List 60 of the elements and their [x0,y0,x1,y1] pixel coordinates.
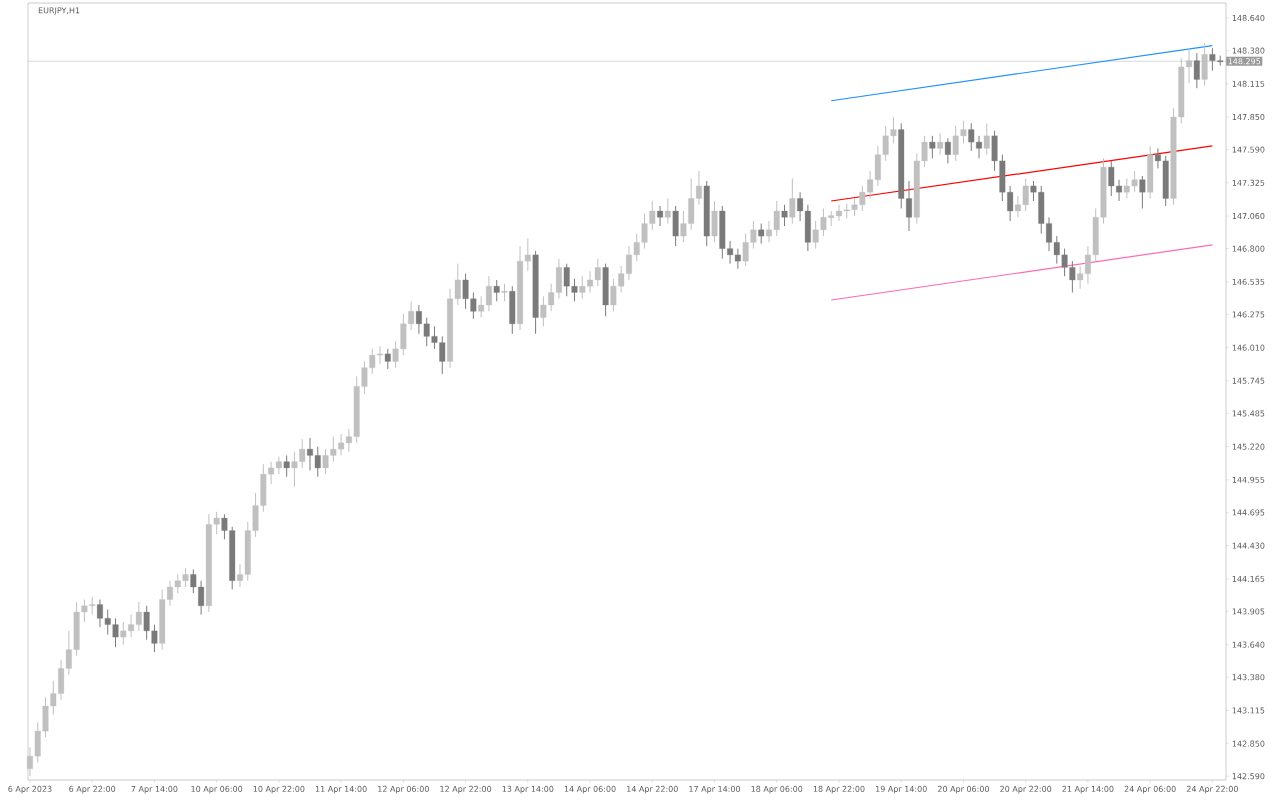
y-tick-label: 142.590 [1232,773,1265,780]
y-tick-label: 146.275 [1232,311,1265,318]
text: EURJPY,H1 [38,7,80,15]
candlestick [283,454,290,478]
candlestick [944,137,951,164]
x-tick-label: 20 Apr 06:00 [937,785,989,794]
x-tick-label: 24 Apr 22:00 [1186,785,1238,794]
x-tick-label: 19 Apr 14:00 [876,785,927,794]
x-tick-label: 12 Apr 22:00 [440,785,492,794]
candlestick [384,348,391,370]
y-tick-label: 146.010 [1232,344,1265,351]
y-tick-label: 143.640 [1232,641,1265,648]
y-tick-label: 142.850 [1232,740,1265,747]
candlestick [758,223,765,245]
x-tick-label: 10 Apr 22:00 [253,785,305,794]
x-tick-label: 17 Apr 14:00 [689,785,741,794]
y-tick-label: 148.115 [1232,80,1265,87]
y-tick-label: 145.485 [1232,410,1265,417]
candlestick [493,279,500,302]
x-tick-label: 6 Apr 22:00 [69,785,116,794]
y-tick-label: 148.640 [1232,15,1265,22]
x-tick-label: 21 Apr 14:00 [1062,785,1114,794]
candlestick [983,122,990,156]
y-tick-label: 146.535 [1232,278,1265,285]
candlestick [664,198,671,225]
candlestick [657,205,664,227]
ref-line-label: 148.295 [1228,58,1261,65]
x-tick-label: 14 Apr 06:00 [564,785,616,794]
y-tick-label: 146.800 [1232,245,1265,252]
y-tick-label: 145.745 [1232,377,1265,384]
x-tick-label: 24 Apr 06:00 [1124,785,1176,794]
candlestick [1139,175,1146,210]
y-tick-label: 144.695 [1232,509,1265,516]
candlestick [789,177,796,225]
x-tick-label: 13 Apr 14:00 [502,785,554,794]
y-tick-label: 144.165 [1232,575,1265,582]
x-tick-label: 6 Apr 2023 [8,785,52,794]
x-tick-label: 11 Apr 14:00 [315,785,367,794]
y-tick-label: 143.115 [1232,707,1265,714]
y-tick-label: 144.430 [1232,542,1265,549]
x-tick-label: 7 Apr 14:00 [131,785,178,794]
x-tick-label: 14 Apr 22:00 [627,785,678,794]
x-tick-label: 12 Apr 06:00 [378,785,429,794]
candlestick [929,135,936,159]
y-tick-label: 144.955 [1232,476,1265,483]
x-tick-label: 20 Apr 22:00 [1000,785,1052,794]
x-tick-label: 18 Apr 06:00 [751,785,803,794]
y-tick-label: 143.380 [1232,674,1265,681]
y-tick-label: 147.850 [1232,114,1265,121]
y-tick-label: 147.325 [1232,179,1265,186]
y-tick-label: 147.590 [1232,146,1265,153]
candlestick [781,204,788,227]
x-tick-label: 10 Apr 06:00 [191,785,243,794]
y-tick-label: 145.220 [1232,443,1265,450]
candlestick [937,132,944,156]
candlestick [1193,52,1200,89]
y-tick-label: 143.905 [1232,608,1265,615]
y-tick-label: 147.060 [1232,213,1265,220]
x-tick-label: 18 Apr 22:00 [813,785,865,794]
y-tick-label: 148.380 [1232,47,1265,54]
